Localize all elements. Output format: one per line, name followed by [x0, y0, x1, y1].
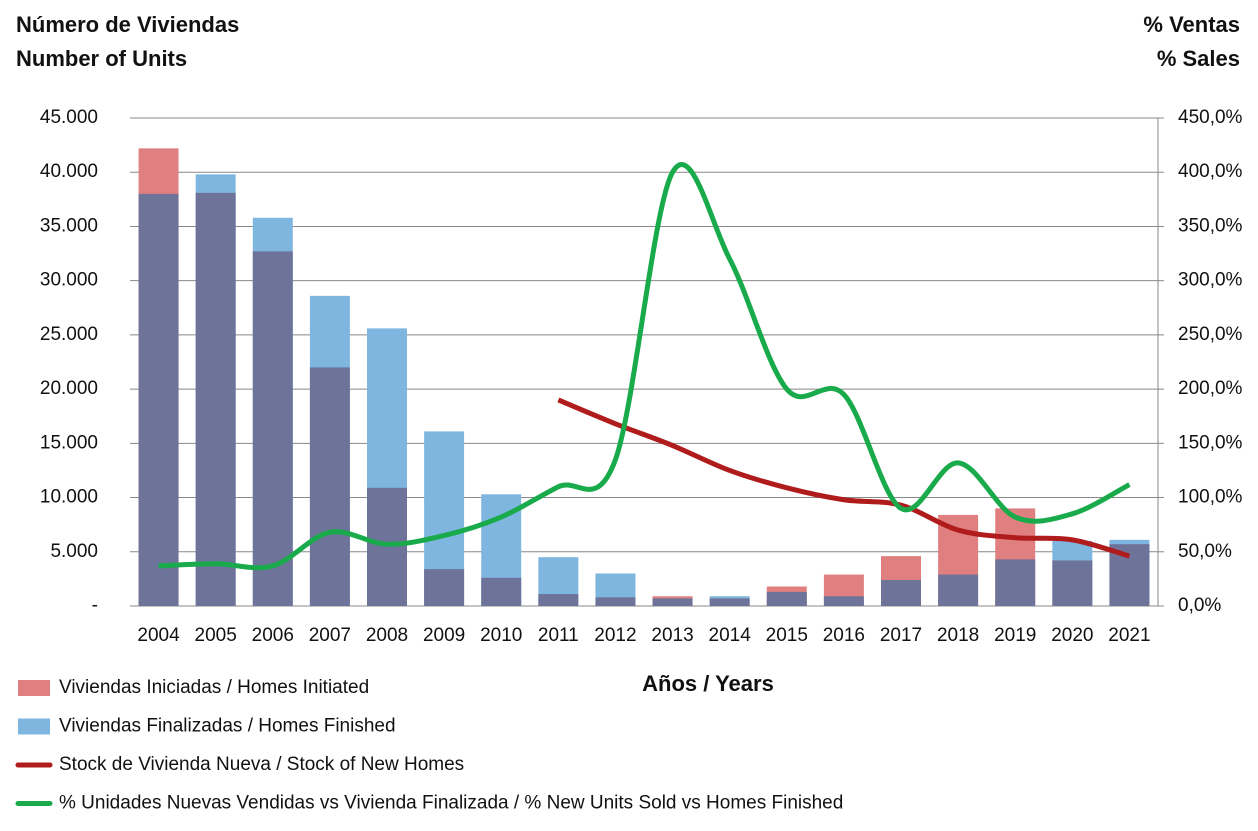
bar — [766, 591, 807, 606]
x-tick-label: 2009 — [423, 625, 465, 646]
bar — [138, 193, 179, 606]
bar — [823, 596, 864, 606]
x-tick-label: 2005 — [195, 625, 237, 646]
bar — [309, 367, 350, 606]
y2-tick-label: 250,0% — [1178, 324, 1243, 345]
y2-tick-label: 400,0% — [1178, 161, 1243, 182]
bar — [538, 594, 579, 606]
x-tick-label: 2018 — [937, 625, 979, 646]
bar — [595, 597, 636, 606]
x-tick-label: 2014 — [709, 625, 752, 646]
bar — [652, 598, 693, 606]
y-tick-label: 30.000 — [40, 270, 98, 291]
x-tick-label: 2006 — [252, 625, 294, 646]
bar — [367, 487, 407, 606]
y2-tick-label: 350,0% — [1178, 215, 1243, 236]
y-tick-label: 25.000 — [40, 324, 98, 345]
legend-label: % Unidades Nuevas Vendidas vs Vivienda F… — [59, 793, 843, 814]
y-tick-label: - — [92, 595, 98, 616]
bar — [424, 569, 465, 606]
x-tick-label: 2021 — [1108, 625, 1150, 646]
legend-swatch — [18, 680, 50, 696]
left-title: Número de Viviendas — [16, 12, 239, 37]
x-tick-label: 2019 — [994, 625, 1036, 646]
legend-swatch — [18, 718, 50, 735]
left-title: Number of Units — [16, 46, 187, 71]
y2-tick-label: 150,0% — [1178, 432, 1243, 453]
x-tick-label: 2013 — [651, 625, 693, 646]
y-tick-label: 45.000 — [40, 107, 98, 128]
legend-label: Stock de Vivienda Nueva / Stock of New H… — [59, 754, 464, 775]
bar — [881, 579, 921, 606]
bar — [252, 251, 293, 607]
x-tick-label: 2017 — [880, 625, 922, 646]
x-tick-label: 2010 — [480, 625, 522, 646]
bar — [1052, 560, 1093, 606]
y2-tick-label: 100,0% — [1178, 487, 1243, 508]
y2-tick-label: 300,0% — [1178, 270, 1243, 291]
x-tick-label: 2008 — [366, 625, 408, 646]
x-tick-label: 2015 — [766, 625, 808, 646]
line — [557, 397, 1131, 559]
x-tick-label: 2012 — [594, 625, 636, 646]
y2-tick-label: 450,0% — [1178, 107, 1243, 128]
right-title: % Ventas — [1143, 12, 1240, 37]
y2-tick-label: 0,0% — [1178, 595, 1221, 616]
right-title: % Sales — [1157, 46, 1240, 71]
y-tick-label: 5.000 — [50, 541, 98, 562]
y2-tick-label: 200,0% — [1178, 378, 1243, 399]
line — [158, 162, 1131, 571]
y2-tick-label: 50,0% — [1178, 541, 1232, 562]
y-tick-label: 15.000 — [40, 432, 98, 453]
bar — [995, 559, 1036, 606]
x-tick-label: 2011 — [538, 625, 579, 646]
x-tick-label: 2020 — [1051, 625, 1093, 646]
legend-label: Viviendas Iniciadas / Homes Initiated — [59, 677, 369, 698]
bar — [938, 574, 979, 606]
y-tick-label: 10.000 — [40, 487, 98, 508]
bar — [481, 577, 522, 606]
x-tick-label: 2016 — [823, 625, 865, 646]
x-tick-label: 2004 — [137, 625, 180, 646]
y-tick-label: 40.000 — [40, 161, 98, 182]
y-tick-label: 35.000 — [40, 215, 98, 236]
x-tick-label: 2007 — [309, 625, 351, 646]
y-tick-label: 20.000 — [40, 378, 98, 399]
bar — [195, 192, 236, 606]
legend-label: Viviendas Finalizadas / Homes Finished — [59, 716, 396, 737]
x-axis-title: Años / Years — [642, 671, 774, 696]
bar — [709, 598, 750, 606]
